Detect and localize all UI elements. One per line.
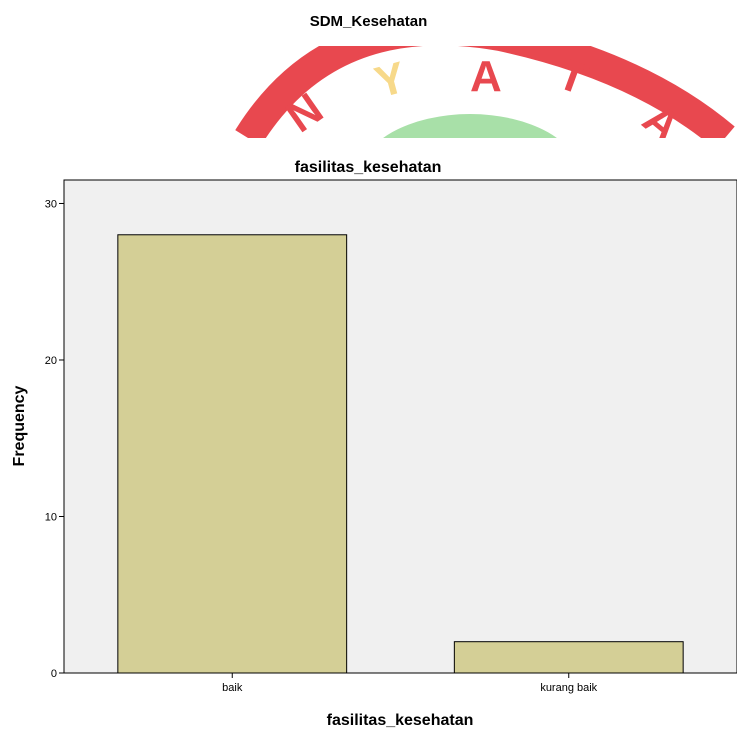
- y-axis: 0 10 20 30: [45, 198, 64, 680]
- page-title: SDM_Kesehatan: [309, 13, 428, 30]
- y-tick-label: 0: [51, 668, 57, 680]
- watermark-seal-image: N Y A T A: [235, 46, 735, 138]
- svg-text:Y: Y: [370, 53, 411, 108]
- y-tick-label: 20: [45, 355, 57, 367]
- y-tick-label: 10: [45, 511, 57, 523]
- watermark-seal-fragment: N Y A T A: [0, 46, 737, 138]
- bar-chart: fasilitas_kesehatan 0 10 20 30 baik kurang b…: [0, 138, 737, 733]
- x-tick-label: baik: [222, 682, 243, 694]
- chart-title: fasilitas_kesehatan: [295, 159, 442, 176]
- x-tick-label: kurang baik: [540, 682, 597, 694]
- x-axis: baik kurang baik: [222, 673, 598, 694]
- bar-baik: [117, 234, 348, 674]
- svg-text:A: A: [470, 52, 502, 101]
- bars-group: [117, 234, 684, 674]
- bar-kurang-baik: [453, 641, 684, 674]
- y-axis-label: Frequency: [11, 385, 28, 466]
- x-axis-label: fasilitas_kesehatan: [327, 712, 474, 729]
- page-title-bar: SDM_Kesehatan: [0, 0, 737, 46]
- y-tick-label: 30: [45, 198, 57, 210]
